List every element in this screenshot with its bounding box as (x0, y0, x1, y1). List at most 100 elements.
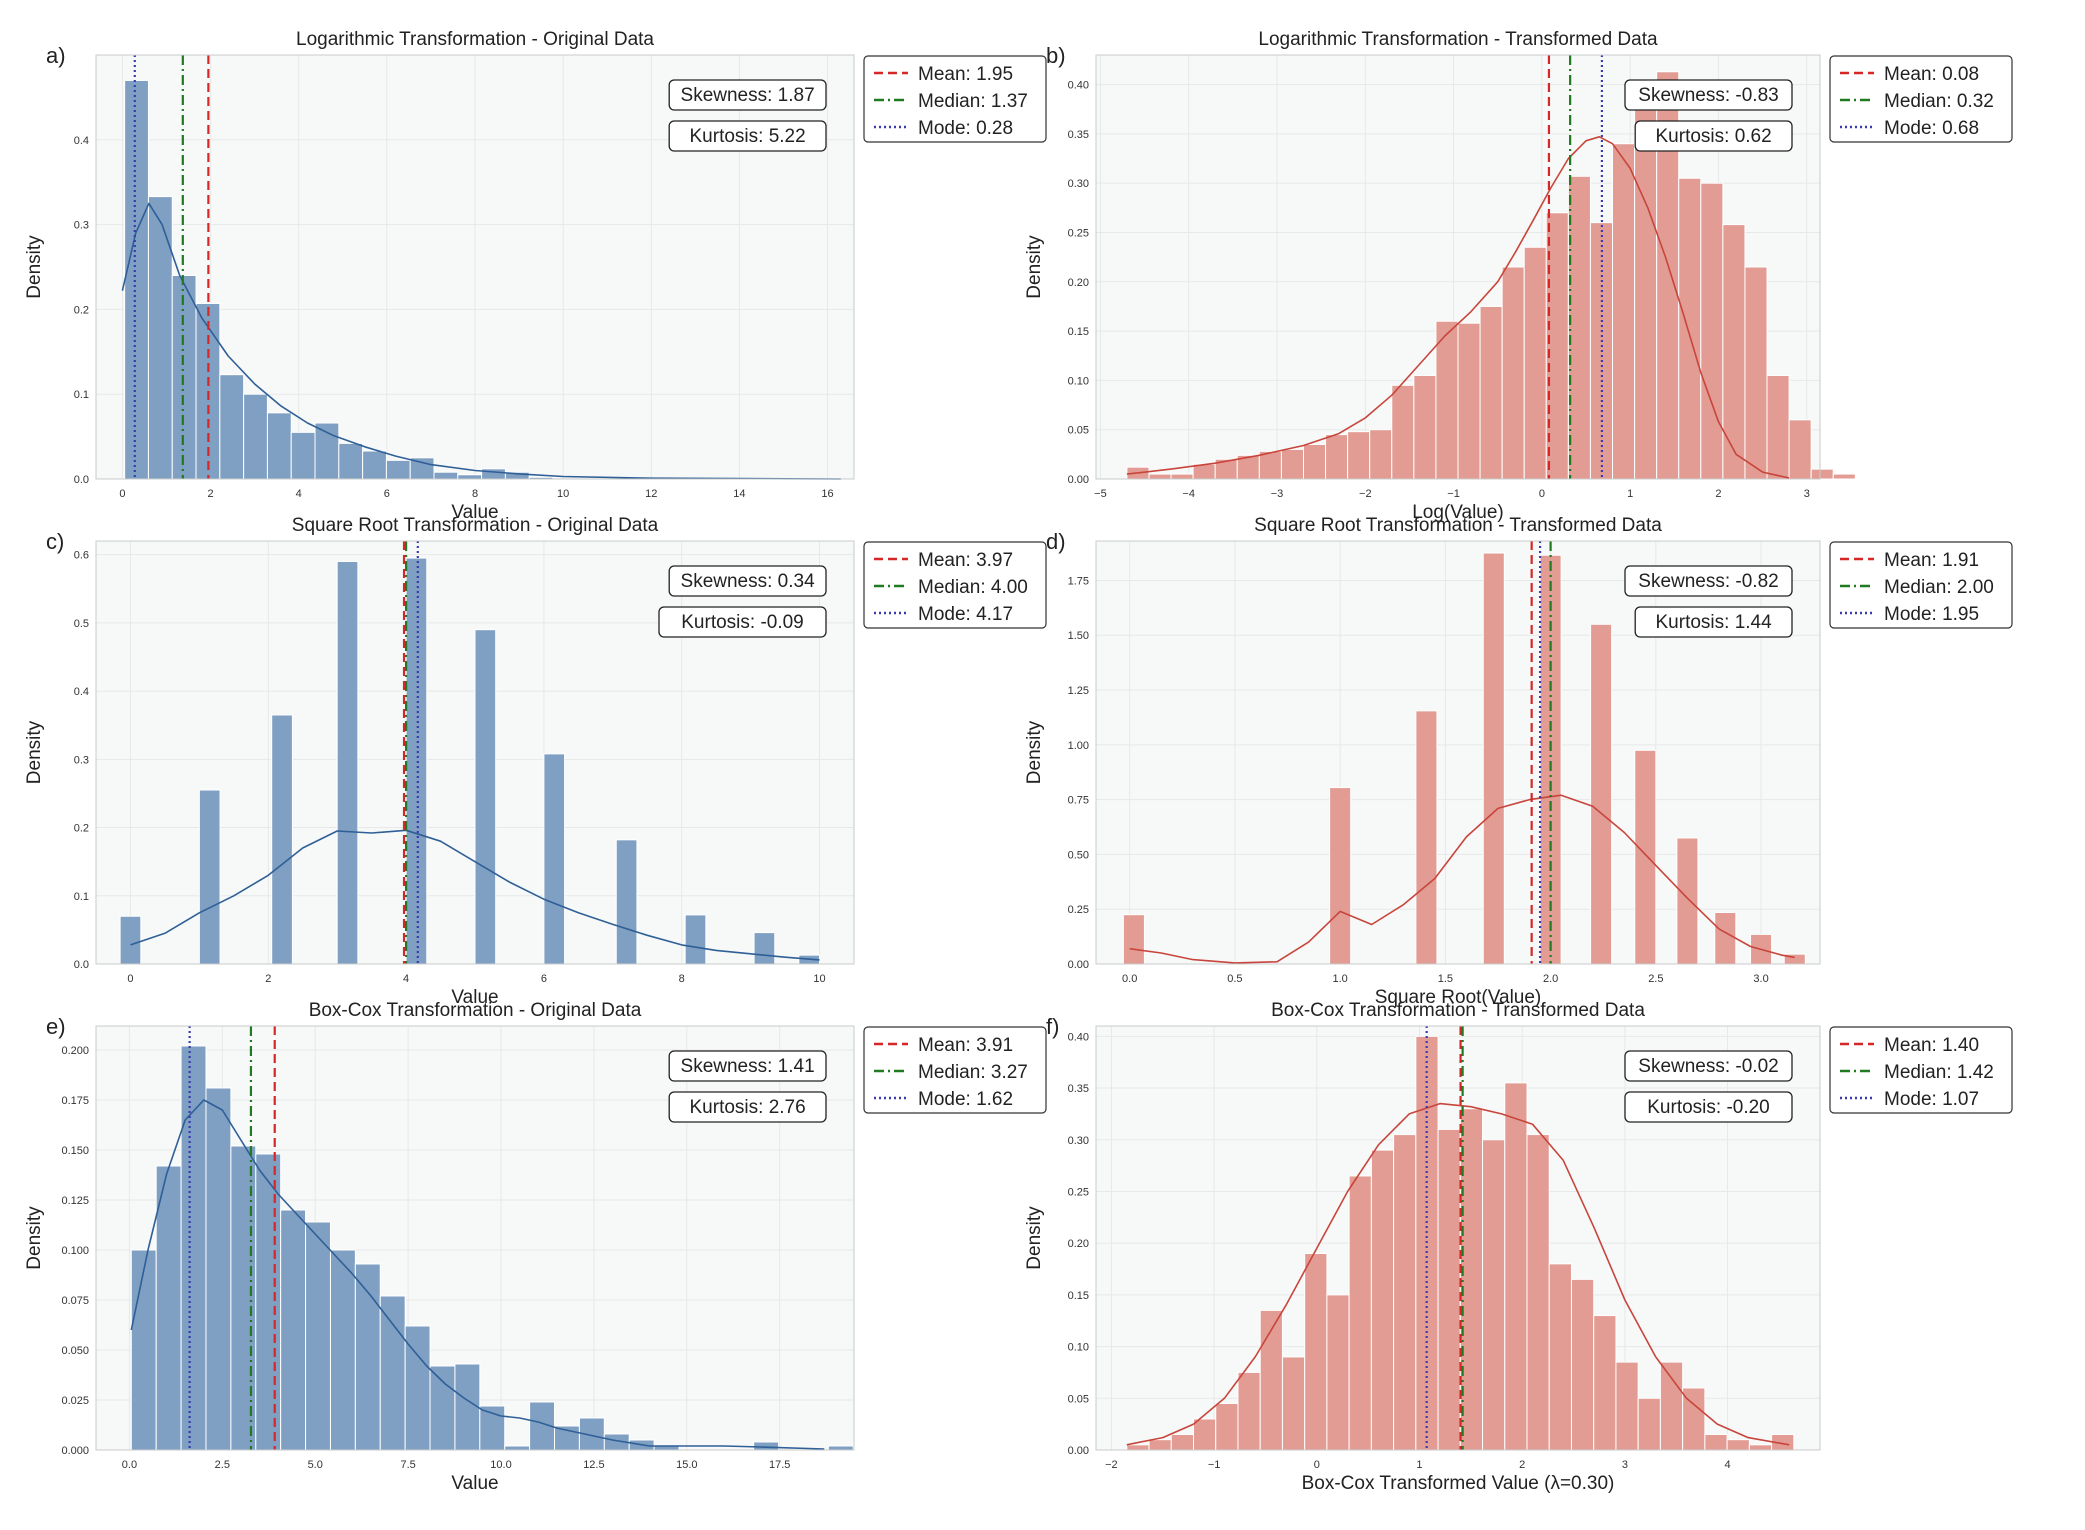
y-tick-label: 0.125 (61, 1195, 89, 1207)
legend-median-label: Median: 3.27 (918, 1062, 1028, 1083)
histogram-bar (1459, 1108, 1484, 1451)
histogram-bar (405, 557, 428, 965)
y-tick-label: 0.40 (1068, 80, 1089, 92)
kurtosis-label: Kurtosis: 1.44 (1656, 612, 1773, 633)
legend-mode-label: Mode: 0.68 (1884, 118, 1979, 139)
y-tick-label: 0.00 (1068, 1445, 1089, 1457)
skewness-label-box (668, 79, 827, 111)
x-tick-label: 0 (1539, 488, 1545, 500)
histogram-bar (1548, 1263, 1572, 1451)
kurtosis-label: Kurtosis: 5.22 (690, 126, 806, 147)
y-tick-label: 0.00 (1068, 959, 1089, 971)
y-tick-label: 0.3 (74, 754, 89, 766)
x-tick-label: 2 (1715, 488, 1721, 500)
histogram-bar (338, 442, 364, 480)
histogram-bar (255, 1153, 282, 1451)
x-tick-label: −5 (1094, 488, 1107, 500)
histogram-bar (481, 468, 506, 480)
kurtosis-label: Kurtosis: 2.76 (690, 1097, 806, 1118)
y-tick-label: 0.20 (1068, 277, 1089, 289)
x-axis-label: Value (451, 1473, 498, 1494)
kurtosis-label-box (1634, 606, 1793, 638)
histogram-bar (362, 450, 387, 480)
chart-title: Square Root Transformation - Transformed… (1254, 515, 1662, 536)
histogram-bar (543, 753, 566, 965)
x-tick-label: −2 (1359, 488, 1372, 500)
plot-frame (95, 1025, 855, 1451)
plot-area (1096, 541, 1820, 964)
histogram-bar (379, 1295, 406, 1451)
legend-median-label: Median: 1.42 (1884, 1062, 1994, 1083)
chart-title: Box-Cox Transformation - Transformed Dat… (1271, 1000, 1645, 1021)
histogram-bar (1590, 623, 1613, 965)
panel-letter: f) (1046, 1014, 1059, 1039)
histogram-bar (1634, 98, 1658, 480)
kurtosis-label-box (658, 606, 827, 638)
y-tick-label: 0.50 (1068, 849, 1089, 861)
legend-mean-label: Mean: 1.91 (1884, 550, 1979, 571)
kde-line (1126, 1102, 1790, 1446)
x-tick-label: −4 (1182, 488, 1195, 500)
y-tick-label: 0.025 (61, 1395, 89, 1407)
legend-mean-label: Mean: 3.91 (918, 1035, 1013, 1056)
histogram-bar (1504, 1082, 1528, 1451)
legend-box (863, 541, 1047, 629)
histogram-bar (1700, 182, 1724, 480)
legend-box (1829, 541, 2013, 629)
x-tick-label: 0.5 (1227, 973, 1242, 985)
chart-title: Logarithmic Transformation - Transformed… (1258, 29, 1658, 50)
histogram-bar (1369, 429, 1393, 480)
skewness-label-box (668, 1050, 827, 1082)
histogram-bar (329, 1249, 356, 1451)
x-tick-label: 4 (296, 488, 302, 500)
x-tick-label: 6 (541, 973, 547, 985)
legend-box (863, 1026, 1047, 1114)
y-axis-label: Density (24, 235, 45, 299)
histogram-bar (280, 1209, 307, 1451)
legend-mean-label: Mean: 3.97 (918, 550, 1013, 571)
histogram-bar (1325, 434, 1349, 480)
histogram-bar (171, 274, 197, 480)
x-tick-label: 10.0 (490, 1459, 511, 1471)
histogram-bar (305, 1221, 331, 1451)
histogram-bar (1122, 914, 1145, 965)
y-tick-label: 0.30 (1068, 178, 1089, 190)
skewness-label: Skewness: 1.87 (681, 85, 815, 106)
x-tick-label: 2 (265, 973, 271, 985)
legend-mean-label: Mean: 1.40 (1884, 1035, 1979, 1056)
y-tick-label: 0.40 (1068, 1031, 1089, 1043)
skewness-label-box (1624, 79, 1793, 111)
histogram-bar (1281, 1356, 1306, 1451)
x-tick-label: 14 (733, 488, 745, 500)
x-axis-label: Log(Value) (1412, 502, 1504, 523)
histogram-bar (1766, 374, 1790, 480)
histogram-bar (1347, 431, 1371, 480)
histogram-bar (180, 1045, 207, 1451)
y-tick-label: 0.100 (61, 1245, 89, 1257)
x-tick-label: 3 (1804, 488, 1810, 500)
histogram-bar (1329, 787, 1352, 965)
y-tick-label: 1.75 (1068, 575, 1089, 587)
panel-letter: e) (46, 1014, 66, 1039)
histogram-bar (1302, 443, 1327, 480)
histogram-bar (615, 839, 638, 965)
histogram-bar (243, 393, 268, 480)
histogram-bar (290, 431, 316, 480)
histogram-bar (1612, 143, 1636, 480)
histogram-bar (1832, 473, 1856, 480)
histogram-bar (1744, 266, 1768, 480)
histogram-bar (1258, 450, 1282, 480)
legend-mean-label: Mean: 0.08 (1884, 64, 1979, 85)
histogram-bar (457, 474, 483, 480)
plot-frame (1095, 1025, 1821, 1451)
histogram-bar (1435, 320, 1459, 480)
y-tick-label: 0.050 (61, 1345, 89, 1357)
x-tick-label: −1 (1447, 488, 1460, 500)
histogram-bar (1148, 1439, 1172, 1451)
y-tick-label: 0.10 (1068, 1342, 1089, 1354)
x-tick-label: 0 (127, 973, 133, 985)
y-tick-label: 0.150 (61, 1145, 89, 1157)
histogram-bar (1170, 473, 1194, 480)
histogram-bar (205, 1087, 232, 1451)
